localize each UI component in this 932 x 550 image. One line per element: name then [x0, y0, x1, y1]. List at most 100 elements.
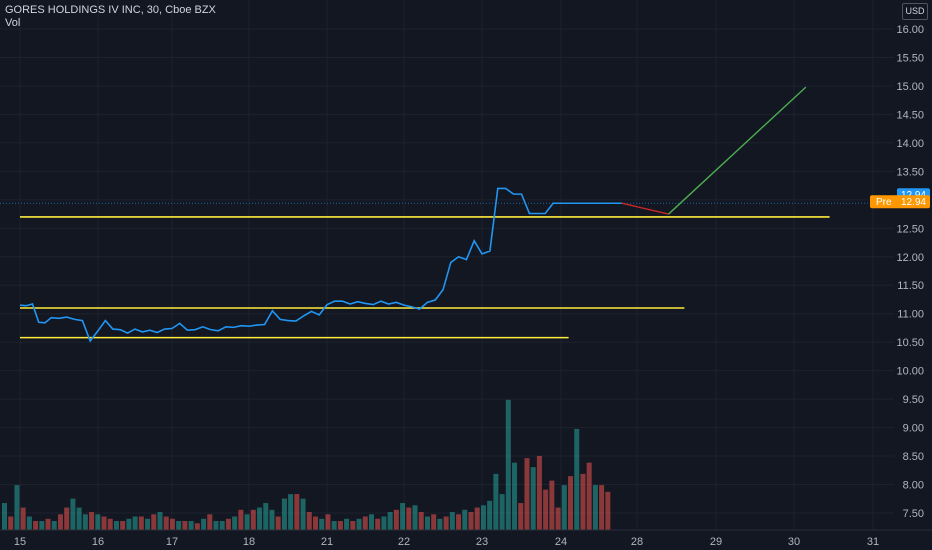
volume-bar	[232, 516, 238, 530]
time-tick-label: 23	[476, 536, 488, 548]
volume-bar	[306, 512, 312, 530]
volume-bar	[169, 518, 175, 530]
volume-bar	[294, 494, 300, 530]
price-tick-label: 7.50	[903, 508, 924, 520]
chart-grid	[0, 0, 894, 530]
volume-bar	[120, 521, 126, 530]
symbol-title[interactable]: GORES HOLDINGS IV INC, 30, Cboe BZX	[5, 4, 216, 16]
currency-button[interactable]: USD	[902, 3, 928, 20]
volume-bar	[250, 509, 256, 530]
volume-bar	[449, 512, 455, 530]
volume-bar	[89, 512, 95, 530]
volume-bar	[8, 516, 14, 530]
volume-bar	[26, 516, 32, 530]
time-tick-label: 28	[631, 536, 643, 548]
volume-bar	[580, 473, 586, 530]
price-line	[19, 187, 622, 343]
volume-bar	[505, 399, 511, 530]
price-tick-label: 13.50	[896, 166, 924, 178]
volume-bar	[101, 516, 107, 530]
time-tick-label: 18	[243, 536, 255, 548]
volume-bar	[57, 514, 63, 530]
volume-bar	[418, 512, 424, 530]
projection-lines[interactable]	[621, 86, 807, 215]
volume-bar	[126, 518, 132, 530]
chart-legend: GORES HOLDINGS IV INC, 30, Cboe BZX Vol	[5, 4, 216, 30]
volume-bar	[194, 523, 200, 530]
volume-bar	[393, 509, 399, 530]
time-tick-label: 17	[166, 536, 178, 548]
volume-bar	[536, 455, 542, 530]
volume-bar	[561, 485, 567, 530]
volume-bar	[530, 467, 536, 530]
price-tick-label: 8.00	[903, 480, 924, 492]
volume-bar	[337, 521, 343, 530]
volume-bar	[480, 505, 486, 530]
volume-bar	[549, 480, 555, 530]
volume-bar	[350, 521, 356, 530]
price-tick-label: 8.50	[903, 451, 924, 463]
volume-bar	[599, 485, 605, 530]
price-axis[interactable]: 7.50 8.00 8.50 9.00 9.50 10.00 10.50 11.00 11.50…	[896, 24, 924, 520]
volume-bar	[2, 503, 7, 530]
time-tick-label: 15	[14, 536, 26, 548]
pre-tag: Pre	[876, 197, 892, 208]
volume-bar	[313, 516, 318, 530]
volume-bar	[387, 512, 393, 530]
volume-bar	[145, 518, 151, 530]
price-tick-label: 10.00	[896, 366, 924, 378]
volume-bar	[113, 521, 119, 530]
volume-bar	[95, 514, 101, 530]
time-tick-label: 29	[710, 536, 722, 548]
price-tick-label: 14.50	[896, 109, 924, 121]
volume-bar	[20, 507, 26, 530]
volume-bar	[132, 516, 138, 530]
volume-bar	[82, 514, 88, 530]
volume-bar	[499, 494, 505, 530]
volume-bar	[443, 516, 449, 530]
time-tick-label: 22	[398, 536, 410, 548]
volume-bar	[263, 503, 269, 530]
volume-bar	[76, 507, 82, 530]
volume-label[interactable]: Vol	[5, 17, 21, 29]
volume-bar	[176, 521, 182, 530]
volume-bar	[331, 521, 337, 530]
volume-bar	[574, 428, 580, 530]
volume-bar	[213, 521, 219, 530]
pre-badge	[870, 195, 930, 209]
volume-bar	[201, 518, 207, 530]
volume-bar	[400, 503, 406, 530]
volume-bar	[281, 498, 287, 530]
volume-bar	[592, 485, 598, 530]
time-tick-label: 16	[92, 536, 104, 548]
time-axis[interactable]: 15 16 17 18 21 22 23 24 28 29 30 31	[0, 529, 932, 548]
volume-bar	[468, 512, 474, 530]
time-tick-label: 21	[321, 536, 333, 548]
volume-bar	[14, 485, 20, 530]
volume-bar	[39, 521, 45, 530]
volume-bar	[182, 521, 188, 530]
volume-bar	[257, 507, 263, 530]
projection-down-line	[621, 202, 669, 215]
price-tick-label: 15.00	[896, 81, 924, 93]
volume-bar	[368, 514, 374, 530]
price-tick-label: 9.50	[903, 394, 924, 406]
volume-bar	[412, 505, 418, 530]
price-tick-label: 11.00	[897, 309, 924, 321]
volume-bar	[138, 516, 144, 530]
volume-bar	[512, 462, 518, 530]
volume-bar	[163, 516, 169, 530]
volume-bar	[225, 518, 231, 530]
volume-bar	[487, 500, 493, 530]
volume-bar	[406, 507, 412, 530]
volume-bar	[474, 507, 480, 530]
volume-bar	[157, 512, 163, 530]
volume-bar	[300, 498, 306, 530]
volume-bar	[356, 518, 362, 530]
volume-bar	[51, 521, 57, 530]
price-labels: 12.94Pre12.94	[870, 188, 930, 209]
volume-bar	[207, 514, 213, 530]
volume-bar	[325, 514, 331, 530]
support-lines[interactable]	[20, 216, 830, 339]
